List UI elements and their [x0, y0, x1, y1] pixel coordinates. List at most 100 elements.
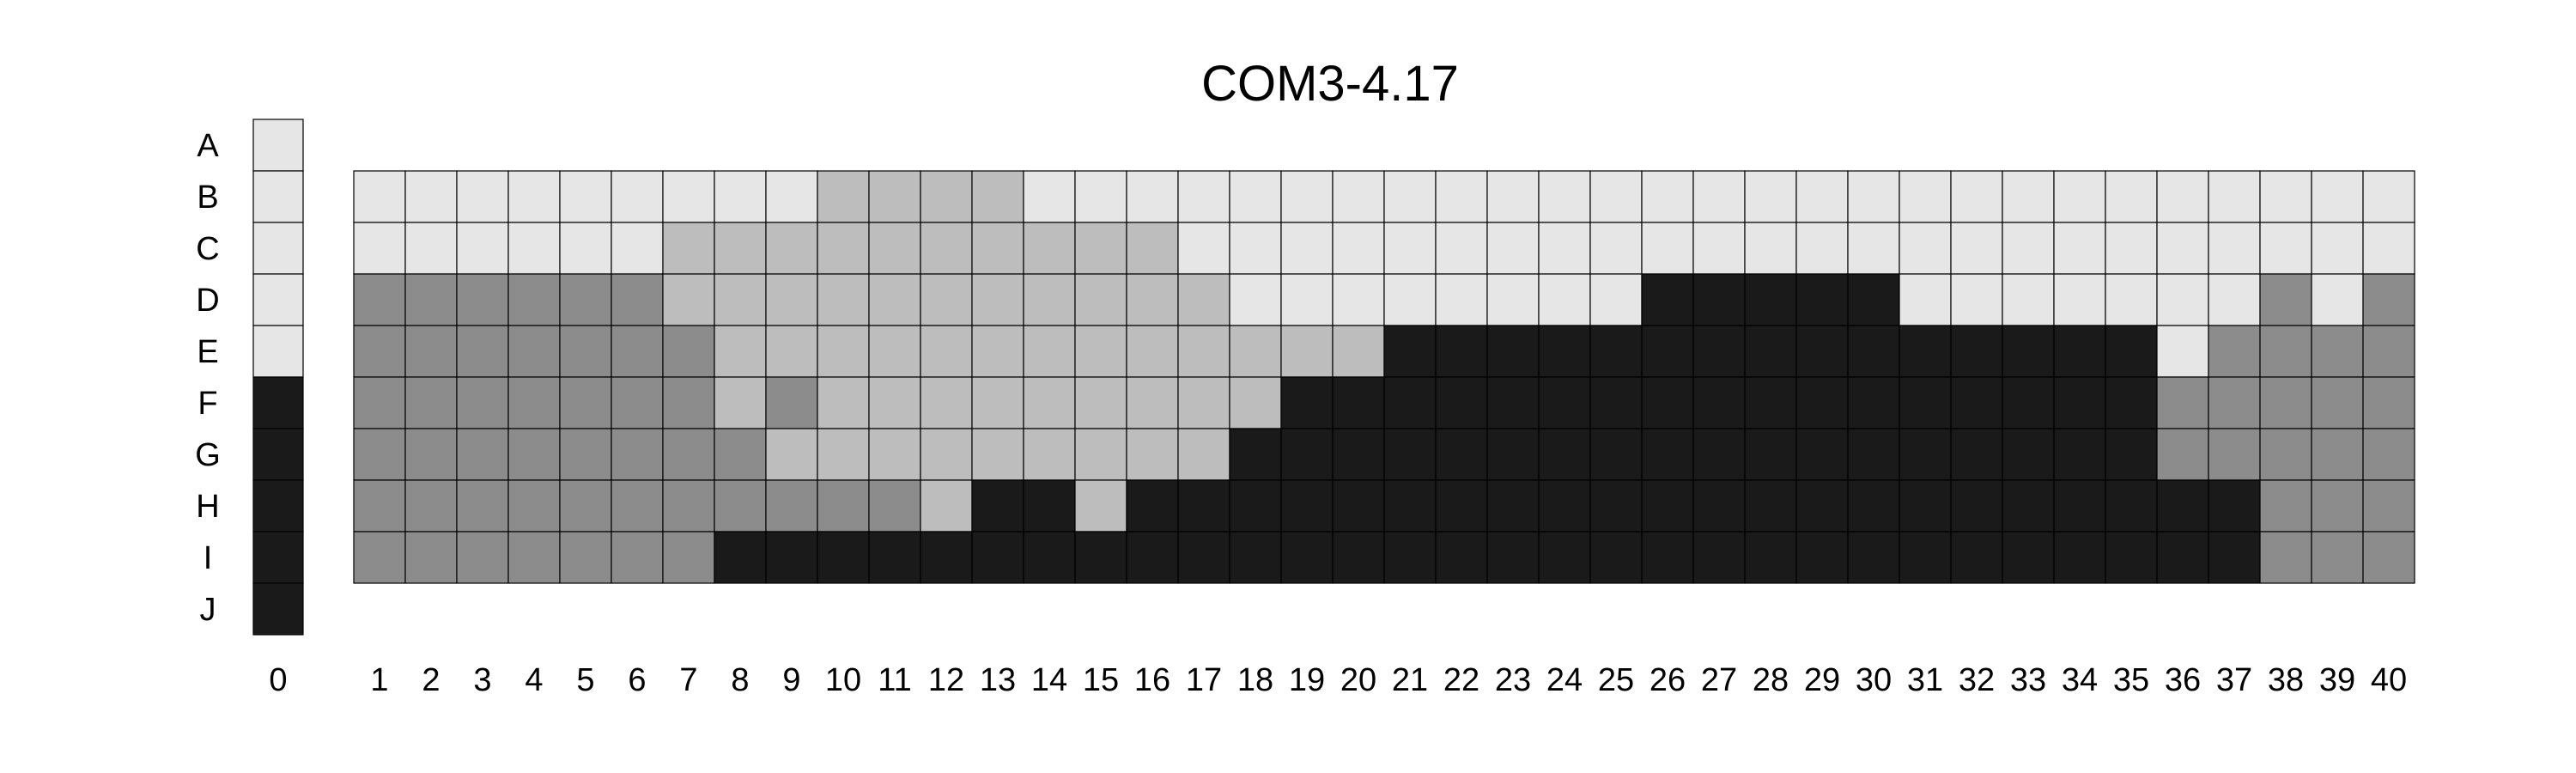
cell-b-27: [1692, 170, 1746, 223]
cell-b-31: [1899, 170, 1952, 223]
cell-f-8: [714, 376, 767, 429]
cell-c-6: [611, 222, 664, 275]
cell-c-30: [1847, 222, 1900, 275]
cell-d-25: [1589, 273, 1643, 326]
cell-g-4: [507, 428, 561, 481]
cell-b-22: [1435, 170, 1488, 223]
cell-b-17: [1177, 170, 1230, 223]
cell-i-33: [2002, 531, 2055, 584]
cell-b-23: [1486, 170, 1540, 223]
cell-d-23: [1486, 273, 1540, 326]
cell-f-0: [252, 376, 304, 429]
cell-f-36: [2156, 376, 2209, 429]
cell-h-17: [1177, 479, 1230, 533]
cell-d-19: [1280, 273, 1334, 326]
col-label-31: 31: [1907, 662, 1943, 698]
cell-e-5: [559, 325, 612, 378]
cell-f-40: [2362, 376, 2415, 429]
cell-a-0: [252, 119, 304, 172]
cell-b-25: [1589, 170, 1643, 223]
cell-g-38: [2259, 428, 2312, 481]
cell-b-24: [1538, 170, 1591, 223]
col-label-8: 8: [731, 662, 749, 698]
row-label-j: J: [200, 592, 216, 628]
row-label-d: D: [196, 283, 219, 319]
cell-b-37: [2208, 170, 2261, 223]
cell-d-8: [714, 273, 767, 326]
cell-b-16: [1126, 170, 1179, 223]
cell-b-29: [1795, 170, 1849, 223]
cell-g-19: [1280, 428, 1334, 481]
cell-h-15: [1074, 479, 1127, 533]
cell-c-29: [1795, 222, 1849, 275]
cell-e-1: [353, 325, 406, 378]
cell-f-14: [1023, 376, 1076, 429]
cell-b-13: [971, 170, 1024, 223]
cell-h-32: [1950, 479, 2003, 533]
cell-f-20: [1332, 376, 1385, 429]
cell-b-3: [456, 170, 509, 223]
cell-i-36: [2156, 531, 2209, 584]
cell-h-27: [1692, 479, 1746, 533]
cell-i-35: [2105, 531, 2158, 584]
cell-h-24: [1538, 479, 1591, 533]
cell-b-14: [1023, 170, 1076, 223]
cell-i-12: [920, 531, 973, 584]
cell-b-19: [1280, 170, 1334, 223]
cell-i-29: [1795, 531, 1849, 584]
cell-g-39: [2311, 428, 2364, 481]
cell-g-27: [1692, 428, 1746, 481]
col-label-19: 19: [1289, 662, 1325, 698]
cell-d-22: [1435, 273, 1488, 326]
cell-b-5: [559, 170, 612, 223]
cell-i-34: [2053, 531, 2106, 584]
cell-g-29: [1795, 428, 1849, 481]
cell-d-37: [2208, 273, 2261, 326]
cell-h-1: [353, 479, 406, 533]
cell-i-4: [507, 531, 561, 584]
cell-i-15: [1074, 531, 1127, 584]
cell-f-29: [1795, 376, 1849, 429]
cell-j-0: [252, 582, 304, 636]
col-label-6: 6: [628, 662, 646, 698]
cell-d-34: [2053, 273, 2106, 326]
cell-g-36: [2156, 428, 2209, 481]
col-label-28: 28: [1753, 662, 1789, 698]
cell-i-20: [1332, 531, 1385, 584]
cell-f-33: [2002, 376, 2055, 429]
cell-h-7: [662, 479, 715, 533]
cell-i-22: [1435, 531, 1488, 584]
cell-h-40: [2362, 479, 2415, 533]
cell-d-0: [252, 273, 304, 326]
cell-d-3: [456, 273, 509, 326]
cell-b-21: [1383, 170, 1437, 223]
cell-d-12: [920, 273, 973, 326]
col-label-4: 4: [525, 662, 543, 698]
cell-e-24: [1538, 325, 1591, 378]
cell-e-31: [1899, 325, 1952, 378]
cell-h-19: [1280, 479, 1334, 533]
cell-c-31: [1899, 222, 1952, 275]
cell-e-21: [1383, 325, 1437, 378]
cell-f-10: [817, 376, 870, 429]
cell-h-14: [1023, 479, 1076, 533]
cell-e-8: [714, 325, 767, 378]
cell-g-8: [714, 428, 767, 481]
cell-g-20: [1332, 428, 1385, 481]
cell-c-9: [765, 222, 818, 275]
row-label-i: I: [204, 540, 213, 576]
cell-c-39: [2311, 222, 2364, 275]
col-label-30: 30: [1856, 662, 1892, 698]
cell-c-1: [353, 222, 406, 275]
cell-d-40: [2362, 273, 2415, 326]
cell-i-13: [971, 531, 1024, 584]
cell-e-10: [817, 325, 870, 378]
cell-h-36: [2156, 479, 2209, 533]
cell-h-39: [2311, 479, 2364, 533]
cell-g-23: [1486, 428, 1540, 481]
cell-f-25: [1589, 376, 1643, 429]
cell-d-39: [2311, 273, 2364, 326]
cell-d-10: [817, 273, 870, 326]
cell-h-33: [2002, 479, 2055, 533]
cell-i-25: [1589, 531, 1643, 584]
